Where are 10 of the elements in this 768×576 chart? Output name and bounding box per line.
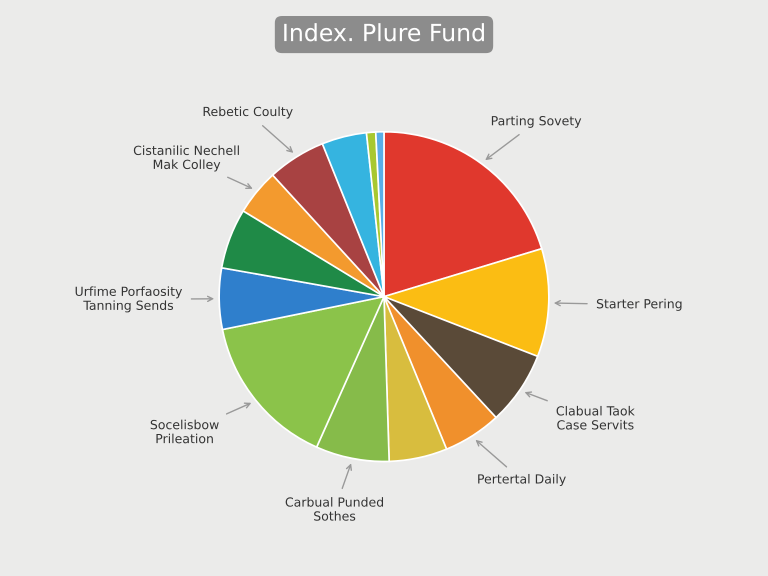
slice-label: Cistanilic Nechell Mak Colley bbox=[134, 145, 239, 172]
slice-label: Rebetic Coulty bbox=[204, 106, 293, 119]
slice-label: Carbual Punded Sothes bbox=[286, 497, 384, 521]
slice-label: Clabual Taok Case Servits bbox=[556, 406, 635, 430]
chart-title: Index. Plure Fund bbox=[284, 23, 484, 42]
slice-label: Starter Pering bbox=[596, 298, 682, 311]
slice-label: Pertertal Daily bbox=[478, 474, 566, 486]
slice-label: Socelisbow Prileation bbox=[150, 420, 219, 444]
slice-label: Urfime Porfaosity Tanning Sends bbox=[76, 286, 182, 312]
slice-label: Parting Sovety bbox=[492, 116, 582, 128]
